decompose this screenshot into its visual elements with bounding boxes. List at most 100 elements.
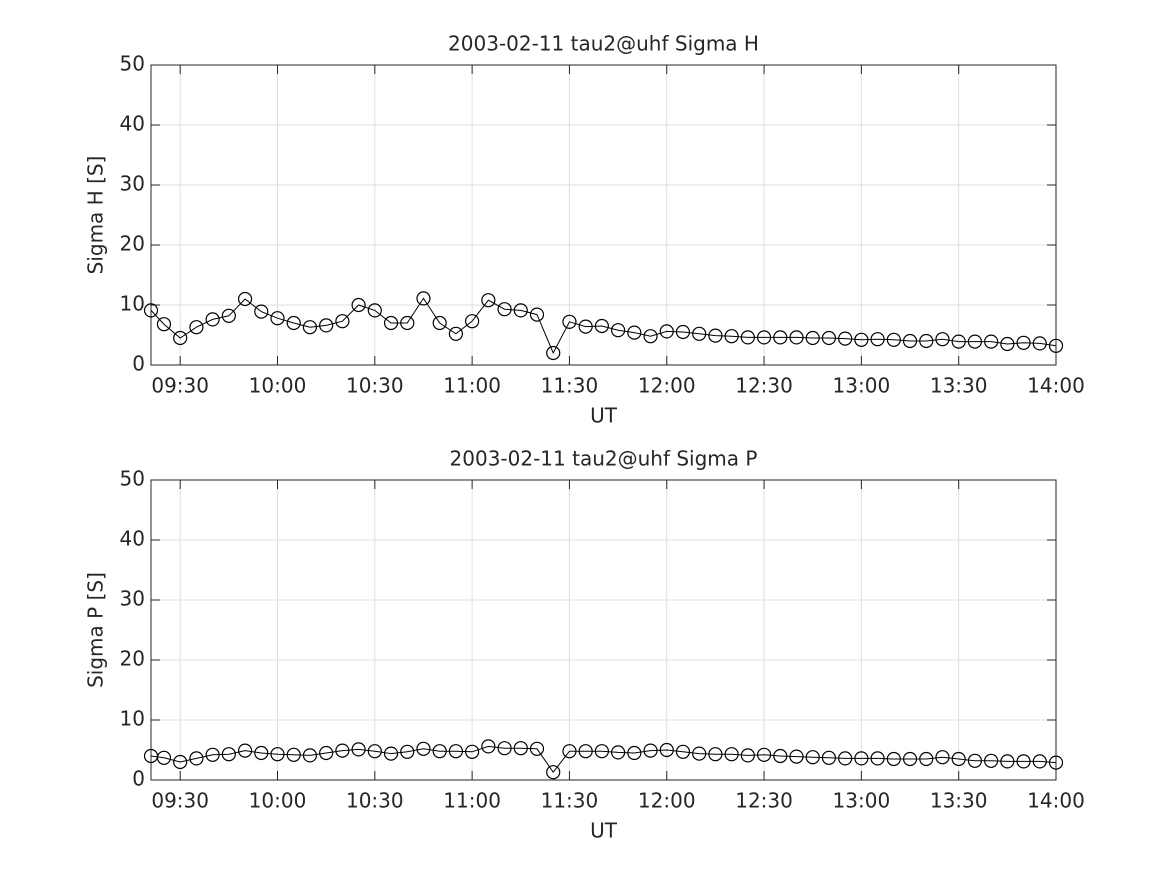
- marker: [481, 293, 496, 308]
- marker: [546, 765, 561, 780]
- marker: [627, 745, 642, 761]
- marker: [546, 345, 561, 361]
- marker: [529, 307, 545, 322]
- marker: [838, 751, 853, 766]
- marker: [756, 747, 772, 762]
- marker: [1032, 336, 1047, 351]
- marker: [302, 748, 318, 763]
- marker: [659, 742, 674, 758]
- marker: [286, 315, 301, 331]
- marker: [432, 744, 447, 759]
- marker: [432, 315, 447, 331]
- marker: [789, 749, 804, 764]
- marker: [886, 332, 901, 347]
- y-tick-label: 30: [120, 587, 145, 611]
- marker: [1048, 338, 1064, 353]
- marker: [740, 748, 755, 763]
- marker: [156, 750, 172, 765]
- y-tick-label: 50: [120, 467, 145, 491]
- x-tick-label: 12:00: [638, 374, 696, 398]
- marker: [221, 308, 236, 323]
- series-line: [150, 745, 1057, 774]
- marker: [610, 323, 626, 338]
- marker: [984, 753, 999, 768]
- marker: [416, 741, 431, 756]
- marker: [254, 745, 269, 761]
- marker: [659, 324, 674, 339]
- marker: [173, 330, 188, 346]
- marker: [497, 741, 512, 756]
- marker: [773, 330, 788, 345]
- marker: [627, 325, 642, 340]
- marker: [416, 291, 431, 306]
- series-line: [150, 297, 1057, 355]
- marker: [805, 330, 820, 346]
- x-tick-label: 10:00: [249, 374, 307, 398]
- marker: [302, 320, 318, 335]
- marker: [870, 751, 885, 766]
- marker: [562, 744, 577, 759]
- x-tick-label: 10:30: [346, 789, 404, 813]
- marker: [967, 753, 983, 768]
- x-tick-label: 12:30: [735, 789, 793, 813]
- marker: [902, 751, 918, 767]
- marker: [935, 332, 950, 347]
- marker: [237, 291, 253, 307]
- x-axis-label: UT: [590, 404, 618, 428]
- marker: [967, 334, 983, 349]
- marker: [400, 744, 415, 759]
- marker: [740, 330, 755, 345]
- x-tick-label: 12:30: [735, 374, 793, 398]
- x-tick-label: 10:00: [249, 789, 307, 813]
- x-tick-label: 11:30: [541, 789, 599, 813]
- marker: [319, 318, 334, 333]
- x-tick-label: 13:30: [930, 789, 988, 813]
- marker: [919, 751, 934, 767]
- marker: [1000, 754, 1015, 769]
- marker: [286, 747, 301, 762]
- y-tick-label: 20: [120, 647, 145, 671]
- marker: [594, 744, 609, 759]
- marker: [838, 331, 853, 346]
- marker: [270, 311, 285, 326]
- x-tick-label: 14:00: [1027, 374, 1085, 398]
- marker: [205, 747, 220, 762]
- marker: [367, 744, 382, 759]
- marker: [708, 328, 723, 343]
- marker: [237, 743, 253, 758]
- marker: [578, 319, 593, 334]
- marker: [821, 330, 837, 346]
- marker: [902, 333, 918, 349]
- marker: [854, 332, 869, 347]
- marker: [805, 750, 820, 765]
- marker: [383, 315, 399, 331]
- marker: [497, 302, 512, 317]
- x-tick-label: 11:00: [443, 789, 501, 813]
- marker: [951, 751, 966, 767]
- x-tick-label: 10:30: [346, 374, 404, 398]
- y-tick-label: 10: [120, 707, 145, 731]
- marker: [189, 751, 204, 766]
- plot-area: [151, 480, 1056, 780]
- x-tick-label: 11:00: [443, 374, 501, 398]
- marker: [610, 745, 626, 760]
- marker: [513, 303, 528, 318]
- y-tick-label: 40: [120, 112, 145, 136]
- marker: [270, 747, 285, 762]
- x-tick-label: 13:30: [930, 374, 988, 398]
- marker: [919, 333, 934, 349]
- marker: [254, 304, 269, 319]
- marker: [854, 751, 869, 766]
- marker: [886, 751, 901, 767]
- marker: [692, 746, 707, 761]
- marker: [675, 324, 691, 340]
- marker: [675, 744, 691, 759]
- marker: [1000, 336, 1015, 352]
- marker: [643, 329, 658, 344]
- y-tick-label: 0: [132, 352, 145, 376]
- marker: [205, 312, 220, 327]
- marker: [643, 743, 658, 758]
- x-tick-label: 13:00: [833, 789, 891, 813]
- y-tick-label: 0: [132, 767, 145, 791]
